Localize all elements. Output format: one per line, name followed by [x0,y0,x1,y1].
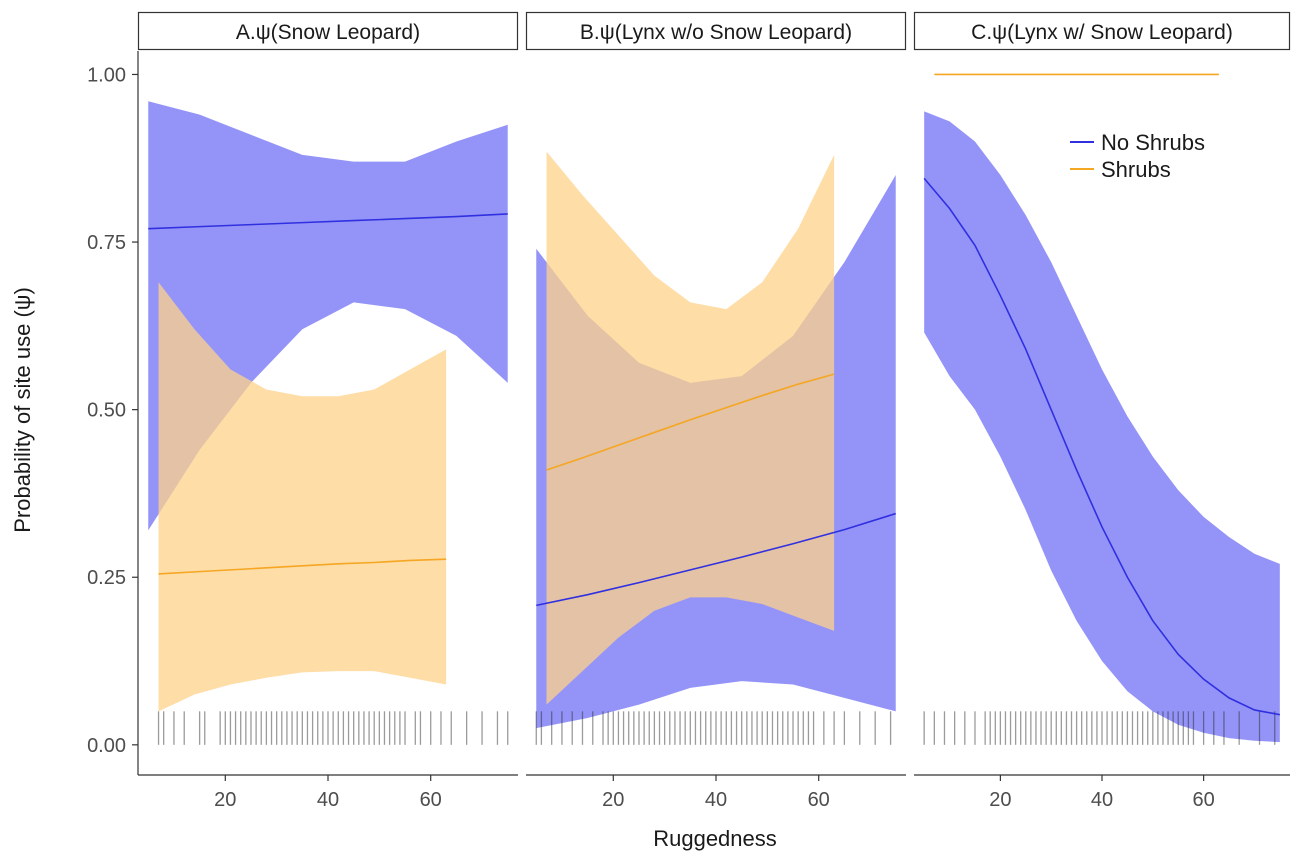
x-tick-label-panel-3-20: 20 [989,789,1011,811]
x-tick-label-panel-2-20: 20 [602,789,624,811]
facet-title-1: A.ψ(Snow Leopard) [236,21,420,44]
legend-label-no-shrubs: No Shrubs [1101,130,1205,155]
x-tick-label-panel-2-40: 40 [705,789,727,811]
y-axis-title: Probability of site use (ψ) [10,287,35,533]
line-shrubs-panel-1 [158,558,447,575]
x-tick-label-panel-1-40: 40 [317,789,339,811]
ribbon-no-shrubs-panel-3 [924,111,1280,743]
facet-strips: A.ψ(Snow Leopard) B.ψ(Lynx w/o Snow Leopa… [137,11,1291,51]
line-no-shrubs-panel-2 [536,512,896,607]
ribbon-no-shrubs-panel-1 [148,101,508,531]
tick-labels: 20 40 60 20 40 60 20 40 60 0.00 0.25 0.50 0.75 1.00 [87,64,1215,811]
y-tick-label-3: 0.75 [87,232,126,254]
confidence-ribbons [148,101,1280,743]
x-tick-label-panel-2-60: 60 [808,789,830,811]
line-shrubs-panel-2 [546,373,835,471]
x-tick-label-panel-3-60: 60 [1192,789,1214,811]
ribbon-shrubs-panel-2 [546,151,835,705]
rug-marks [157,711,1276,745]
ribbon-shrubs-panel-1 [158,282,447,712]
x-tick-label-panel-1-20: 20 [214,789,236,811]
axes [132,51,1290,781]
x-tick-label-panel-1-60: 60 [420,789,442,811]
y-tick-label-0: 0.00 [87,735,126,757]
facet-title-3: C.ψ(Lynx w/ Snow Leopard) [971,21,1233,44]
legend-label-shrubs: Shrubs [1101,157,1171,182]
y-tick-label-1: 0.25 [87,567,126,589]
x-axis-title: Ruggedness [653,826,777,851]
line-no-shrubs-panel-1 [148,213,508,230]
y-tick-label-4: 1.00 [87,64,126,86]
facet-strip-3 [913,11,1291,51]
facet-strip-1 [137,11,519,51]
line-no-shrubs-panel-3 [923,177,1280,716]
facet-title-2: B.ψ(Lynx w/o Snow Leopard) [580,21,852,44]
x-tick-label-panel-3-40: 40 [1091,789,1113,811]
y-tick-label-2: 0.50 [87,400,126,422]
facet-strip-2 [525,11,907,51]
fitted-lines [148,73,1280,716]
